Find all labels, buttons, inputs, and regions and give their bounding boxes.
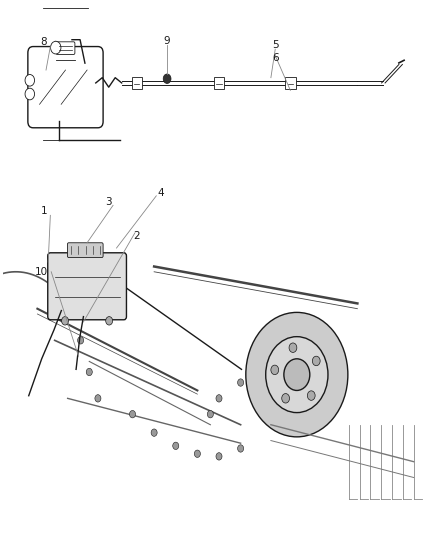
Text: 9: 9	[164, 36, 170, 46]
Circle shape	[246, 312, 348, 437]
Circle shape	[25, 75, 35, 86]
Circle shape	[289, 343, 297, 352]
Circle shape	[95, 394, 101, 402]
Circle shape	[25, 88, 35, 100]
Circle shape	[237, 379, 244, 386]
Text: 8: 8	[41, 37, 47, 47]
Text: 4: 4	[157, 188, 164, 198]
Circle shape	[266, 337, 328, 413]
Bar	[132, 77, 142, 90]
Bar	[16, 253, 431, 501]
Circle shape	[282, 393, 290, 403]
Circle shape	[106, 317, 113, 325]
Circle shape	[207, 410, 213, 418]
Circle shape	[237, 445, 244, 452]
Text: 6: 6	[272, 53, 279, 63]
FancyBboxPatch shape	[48, 253, 127, 320]
FancyBboxPatch shape	[67, 243, 103, 257]
Text: 3: 3	[106, 197, 112, 207]
Circle shape	[216, 394, 222, 402]
FancyBboxPatch shape	[56, 42, 75, 54]
Circle shape	[130, 410, 135, 418]
Circle shape	[194, 450, 201, 457]
Circle shape	[216, 453, 222, 460]
Text: 5: 5	[272, 40, 279, 50]
FancyBboxPatch shape	[28, 46, 103, 128]
Circle shape	[62, 317, 68, 325]
Circle shape	[78, 337, 84, 344]
Bar	[214, 77, 224, 90]
Circle shape	[151, 429, 157, 437]
Circle shape	[50, 41, 61, 54]
Circle shape	[173, 442, 179, 449]
Circle shape	[307, 391, 315, 400]
Circle shape	[312, 356, 320, 366]
Circle shape	[271, 365, 279, 375]
Circle shape	[163, 74, 171, 84]
Text: 1: 1	[41, 206, 47, 216]
Text: 2: 2	[134, 231, 140, 241]
Bar	[285, 77, 296, 90]
Circle shape	[86, 368, 92, 376]
Circle shape	[284, 359, 310, 391]
Text: 10: 10	[35, 267, 48, 277]
